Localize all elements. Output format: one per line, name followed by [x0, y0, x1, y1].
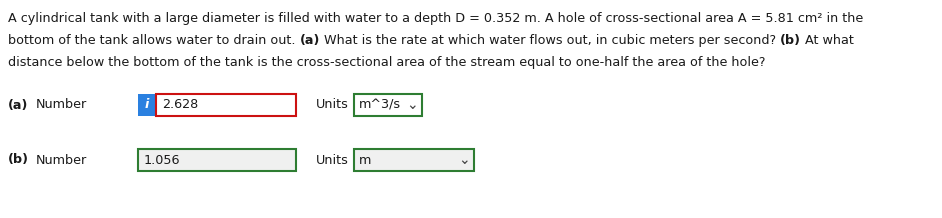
Text: m: m: [359, 153, 371, 167]
Text: (a): (a): [8, 99, 28, 111]
Text: What is the rate at which water flows out, in cubic meters per second?: What is the rate at which water flows ou…: [320, 34, 780, 47]
Text: Units: Units: [316, 99, 349, 111]
Text: m^3/s: m^3/s: [359, 99, 401, 111]
Text: Number: Number: [36, 99, 88, 111]
FancyBboxPatch shape: [156, 94, 296, 116]
Text: (b): (b): [8, 153, 29, 167]
Text: A cylindrical tank with a large diameter is filled with water to a depth D = 0.3: A cylindrical tank with a large diameter…: [8, 12, 863, 25]
FancyBboxPatch shape: [354, 149, 474, 171]
Text: ⌄: ⌄: [458, 153, 470, 167]
FancyBboxPatch shape: [138, 94, 156, 116]
Text: bottom of the tank allows water to drain out.: bottom of the tank allows water to drain…: [8, 34, 300, 47]
Text: 1.056: 1.056: [144, 153, 181, 167]
Text: 2.628: 2.628: [162, 99, 198, 111]
Text: distance below the bottom of the tank is the cross-sectional area of the stream : distance below the bottom of the tank is…: [8, 56, 766, 69]
Text: (b): (b): [780, 34, 801, 47]
FancyBboxPatch shape: [354, 94, 422, 116]
Text: Number: Number: [36, 153, 88, 167]
Text: Units: Units: [316, 153, 349, 167]
Text: ⌄: ⌄: [406, 98, 418, 112]
Text: (a): (a): [300, 34, 320, 47]
Text: At what: At what: [801, 34, 853, 47]
FancyBboxPatch shape: [138, 149, 296, 171]
Text: i: i: [145, 99, 149, 111]
